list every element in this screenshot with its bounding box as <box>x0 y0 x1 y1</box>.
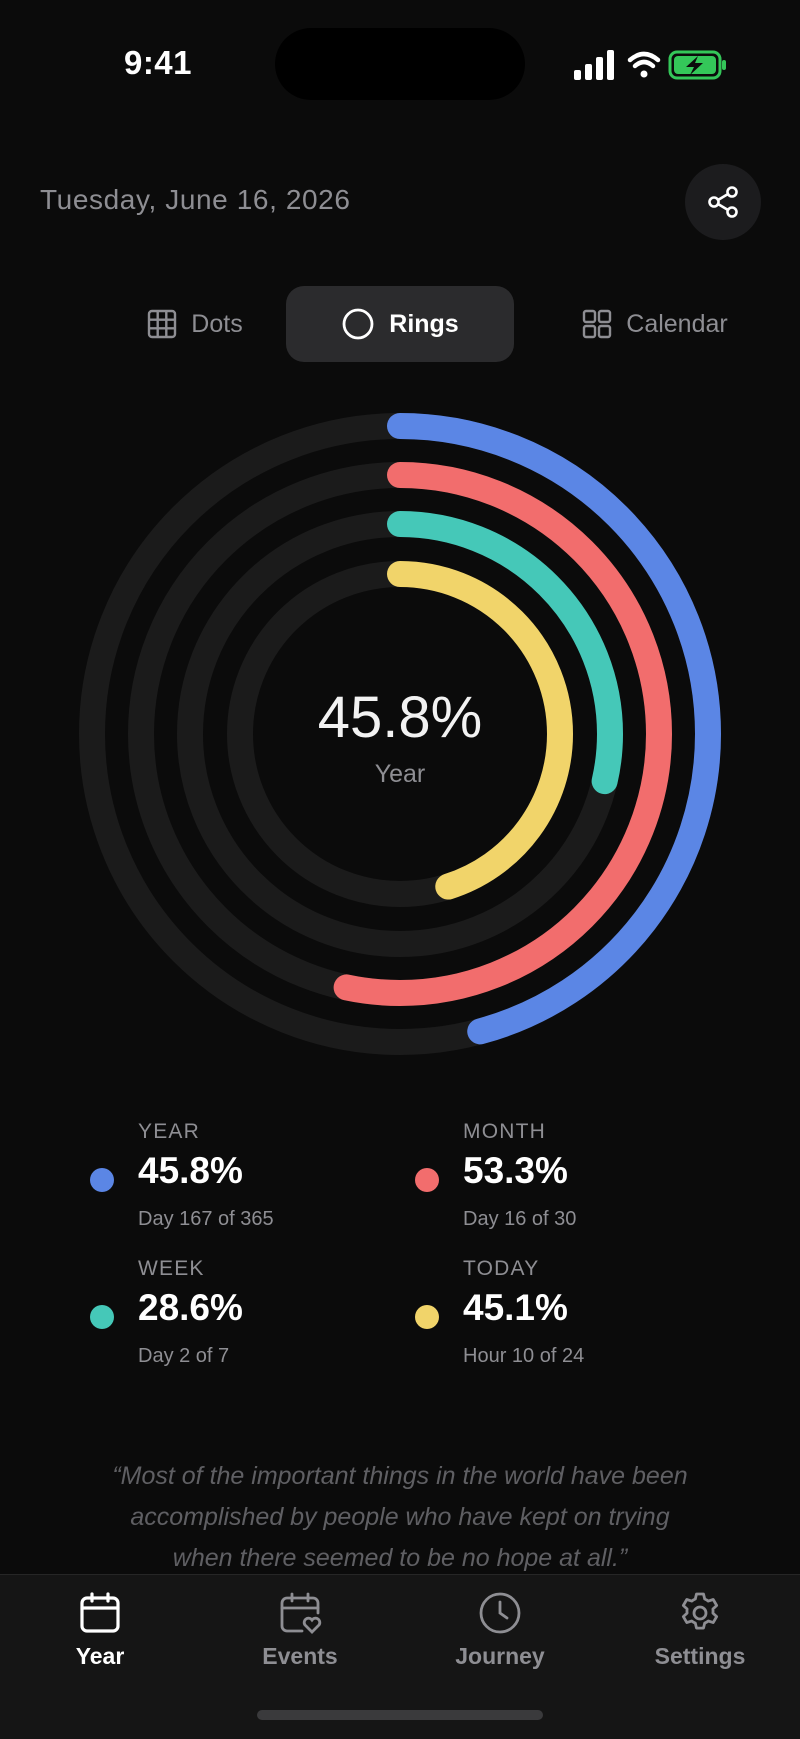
tab-settings-label: Settings <box>654 1643 746 1669</box>
stat-month: MONTH 53.3% Day 16 of 30 <box>415 1120 715 1240</box>
tab-rings-label: Rings <box>389 309 459 338</box>
clock-icon <box>479 1592 521 1634</box>
ring-week <box>177 511 623 957</box>
stat-year: YEAR 45.8% Day 167 of 365 <box>90 1120 390 1240</box>
ring-year <box>79 413 721 1055</box>
circle-icon <box>342 308 374 340</box>
quote-line-1: “Most of the important things in the wor… <box>112 1462 688 1490</box>
stat-today: TODAY 45.1% Hour 10 of 24 <box>415 1257 715 1377</box>
tab-events-label: Events <box>262 1643 338 1669</box>
signal-icon <box>574 50 614 80</box>
ring-today <box>227 561 573 907</box>
calendar-heart-icon <box>280 1592 322 1634</box>
status-icons <box>572 48 732 82</box>
stat-week-detail: Day 2 of 7 <box>138 1345 230 1367</box>
tab-year[interactable]: Year <box>15 1591 185 1681</box>
tab-dots-label: Dots <box>191 309 243 338</box>
status-time: 9:41 <box>123 44 193 81</box>
tab-rings[interactable]: Rings <box>286 286 514 362</box>
quote: “Most of the important things in the wor… <box>40 1456 760 1579</box>
stat-today-value: 45.1% <box>463 1287 568 1328</box>
tab-events[interactable]: Events <box>215 1591 385 1681</box>
tab-calendar-label: Calendar <box>626 309 728 338</box>
wifi-icon <box>627 51 661 78</box>
stat-week: WEEK 28.6% Day 2 of 7 <box>90 1257 390 1377</box>
stat-today-detail: Hour 10 of 24 <box>463 1345 585 1367</box>
ring-month <box>128 462 672 1006</box>
tab-year-label: Year <box>75 1643 125 1669</box>
stat-week-label: WEEK <box>138 1257 205 1280</box>
stat-month-dot <box>415 1168 439 1192</box>
battery-charging-icon <box>668 50 726 80</box>
stat-today-dot <box>415 1305 439 1329</box>
stat-year-label: YEAR <box>138 1120 200 1143</box>
share-button[interactable] <box>685 164 761 240</box>
calendar-icon <box>80 1592 120 1633</box>
share-icon <box>708 186 738 218</box>
tab-dots[interactable]: Dots <box>80 286 310 362</box>
tab-bar: Year Events Journey Settings <box>0 1574 800 1739</box>
dynamic-island <box>275 28 525 100</box>
stat-month-label: MONTH <box>463 1120 546 1143</box>
calendar-grid-icon <box>583 309 612 339</box>
tab-journey-label: Journey <box>455 1643 545 1669</box>
stat-week-value: 28.6% <box>138 1287 243 1328</box>
stat-week-dot <box>90 1305 114 1329</box>
stat-year-value: 45.8% <box>138 1150 243 1191</box>
grid-icon <box>148 309 177 339</box>
stat-year-detail: Day 167 of 365 <box>138 1208 274 1230</box>
stat-month-value: 53.3% <box>463 1150 568 1191</box>
gear-icon <box>681 1592 719 1630</box>
date-label: Tuesday, June 16, 2026 <box>40 184 351 215</box>
tab-journey[interactable]: Journey <box>415 1591 585 1681</box>
center-label: Year <box>374 760 426 788</box>
quote-line-3: when there seemed to be no hope at all.” <box>172 1544 628 1572</box>
quote-line-2: accomplished by people who have kept on … <box>130 1503 670 1531</box>
stat-year-dot <box>90 1168 114 1192</box>
stat-month-detail: Day 16 of 30 <box>463 1208 577 1230</box>
progress-rings <box>79 413 721 1055</box>
home-indicator <box>257 1710 543 1720</box>
tab-settings[interactable]: Settings <box>615 1591 785 1681</box>
center-percentage: 45.8% <box>317 685 483 750</box>
tab-calendar[interactable]: Calendar <box>540 286 770 362</box>
stat-today-label: TODAY <box>463 1257 540 1280</box>
